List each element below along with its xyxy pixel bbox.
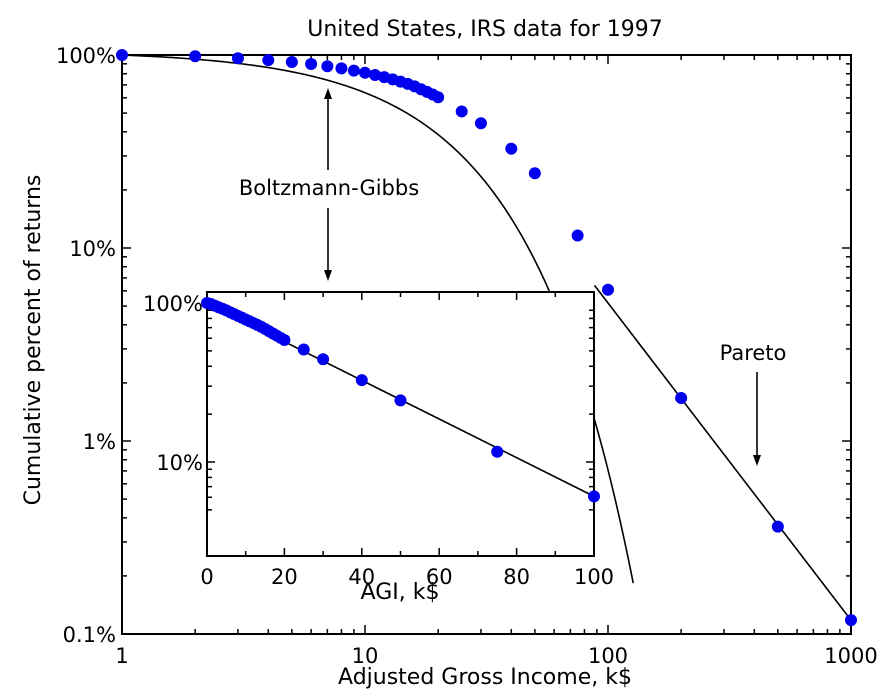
pareto-down-arrow xyxy=(753,372,761,466)
main-x-tick-label: 10 xyxy=(352,644,379,668)
main-data-point xyxy=(305,58,318,71)
inset-x-tick-label: 60 xyxy=(426,565,453,589)
inset-x-tick-label: 80 xyxy=(503,565,530,589)
main-x-axis-label: Adjusted Gross Income, k$ xyxy=(338,665,632,690)
inset-data-point xyxy=(588,490,600,503)
main-y-tick-label: 10% xyxy=(69,237,116,261)
main-x-tick-label: 1 xyxy=(115,644,128,668)
main-data-point xyxy=(321,60,334,73)
inset-x-tick-label: 20 xyxy=(271,565,298,589)
main-data-point xyxy=(335,62,348,75)
boltzmann-gibbs-up-arrow xyxy=(324,88,332,170)
boltzmann-gibbs-down-arrow xyxy=(324,208,332,281)
main-data-point xyxy=(116,49,128,61)
main-data-point xyxy=(285,55,298,68)
main-plot-frame xyxy=(121,54,852,635)
main-data-point xyxy=(231,52,244,65)
main-y-tick-label: 100% xyxy=(56,44,116,68)
boltzmann-gibbs-fit-curve xyxy=(121,54,635,584)
inset-axis-ticks xyxy=(206,292,595,556)
main-data-point xyxy=(455,105,468,118)
pareto-annotation: Pareto xyxy=(720,341,787,365)
main-data-point xyxy=(369,68,382,81)
inset-data-point xyxy=(278,334,291,347)
main-data-point xyxy=(528,167,541,180)
main-data-point xyxy=(347,64,360,77)
main-y-tick-label: 1% xyxy=(83,430,116,454)
main-data-point xyxy=(771,520,784,533)
inset-y-tick-label: 100% xyxy=(143,292,203,316)
inset-x-tick-label: 100 xyxy=(574,565,614,589)
inset-x-tick-label: 40 xyxy=(348,565,375,589)
main-chart-title: United States, IRS data for 1997 xyxy=(307,17,662,42)
inset-y-tick-label: 10% xyxy=(156,451,203,475)
inset-x-axis-label: AGI, k$ xyxy=(361,580,440,605)
main-y-tick-label: 0.1% xyxy=(63,623,116,647)
main-data-point xyxy=(474,117,487,130)
main-data-point xyxy=(505,142,518,155)
main-data-point xyxy=(262,54,275,67)
inset-data-markers xyxy=(201,297,600,503)
main-data-point xyxy=(189,50,202,63)
main-data-point xyxy=(602,283,614,296)
inset-x-tick-label: 0 xyxy=(200,565,213,589)
main-x-tick-label: 1000 xyxy=(824,644,877,668)
inset-data-point xyxy=(491,445,504,458)
inset-data-point xyxy=(317,353,330,366)
boltzmann-gibbs-annotation: Boltzmann-Gibbs xyxy=(239,176,419,200)
pareto-fit-line xyxy=(593,284,852,621)
main-y-axis-label: Cumulative percent of returns xyxy=(21,175,46,506)
inset-data-point xyxy=(355,374,368,387)
main-x-tick-label: 100 xyxy=(588,644,628,668)
inset-data-point xyxy=(297,343,310,356)
inset-tick-labels: 0 20 40 60 80 100 100% 10% xyxy=(143,292,614,589)
main-data-point xyxy=(359,66,371,79)
main-data-markers xyxy=(116,49,857,627)
main-data-point xyxy=(845,614,857,627)
main-data-point xyxy=(432,91,445,104)
inset-data-point xyxy=(394,394,407,407)
main-data-point xyxy=(675,392,688,405)
main-data-point xyxy=(571,229,584,242)
